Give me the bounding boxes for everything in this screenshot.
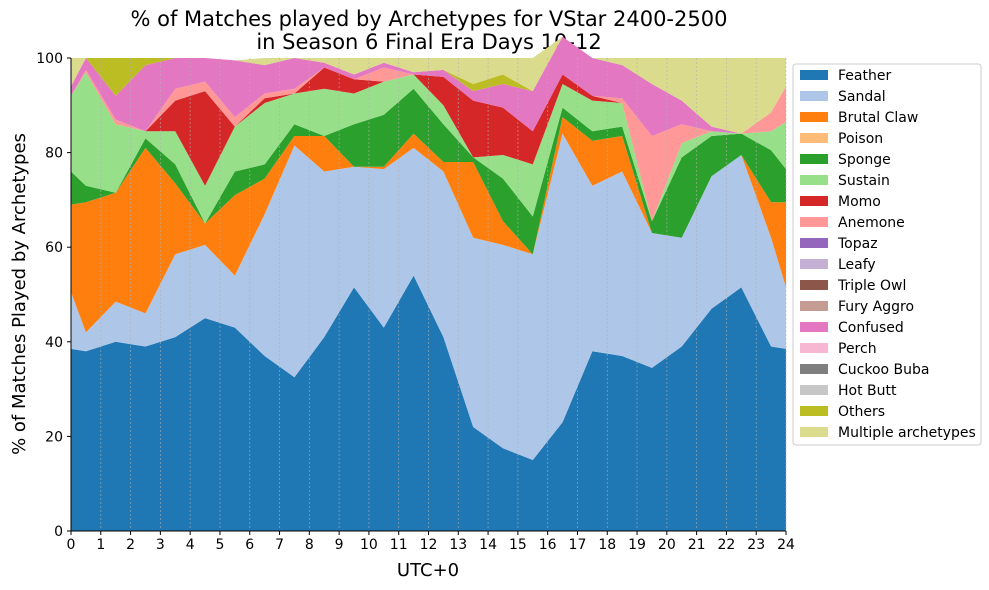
x-tick-label: 11: [390, 537, 408, 553]
legend-swatch: [800, 280, 828, 290]
x-tick-label: 5: [215, 537, 224, 553]
legend-label: Momo: [838, 194, 881, 210]
y-tick-label: 20: [45, 429, 63, 445]
x-tick-label: 22: [718, 537, 736, 553]
x-tick-label: 19: [628, 537, 646, 553]
legend-swatch: [800, 427, 828, 437]
legend-label: Others: [838, 404, 885, 420]
chart-title-line-1: % of Matches played by Archetypes for VS…: [131, 7, 728, 31]
legend-swatch: [800, 406, 828, 416]
x-tick-label: 14: [479, 537, 497, 553]
legend-label: Anemone: [838, 215, 905, 231]
legend-label: Leafy: [838, 257, 876, 273]
x-tick-label: 2: [126, 537, 135, 553]
x-tick-label: 7: [275, 537, 284, 553]
legend-swatch: [800, 343, 828, 353]
legend-label: Sponge: [838, 152, 891, 168]
y-tick-label: 0: [54, 524, 63, 540]
y-tick-label: 60: [45, 240, 63, 256]
x-tick-label: 0: [67, 537, 76, 553]
y-axis-label: % of Matches Played by Archetypes: [9, 133, 30, 455]
legend-swatch: [800, 259, 828, 269]
legend-swatch: [800, 175, 828, 185]
x-tick-label: 8: [305, 537, 314, 553]
legend-swatch: [800, 70, 828, 80]
x-tick-label: 17: [569, 537, 587, 553]
x-tick-label: 24: [777, 537, 795, 553]
x-tick-label: 4: [186, 537, 195, 553]
y-tick-label: 100: [36, 51, 63, 67]
y-tick-label: 40: [45, 335, 63, 351]
x-tick-label: 6: [245, 537, 254, 553]
legend-label: Brutal Claw: [838, 110, 918, 126]
x-tick-label: 10: [360, 537, 378, 553]
legend-swatch: [800, 301, 828, 311]
area-anemone: [71, 67, 786, 222]
x-tick-label: 12: [420, 537, 438, 553]
x-tick-label: 16: [539, 537, 557, 553]
x-tick-label: 23: [747, 537, 765, 553]
x-tick-label: 1: [96, 537, 105, 553]
legend-swatch: [800, 322, 828, 332]
y-tick-label: 80: [45, 146, 63, 162]
legend-label: Sustain: [838, 173, 890, 189]
legend-swatch: [800, 364, 828, 374]
legend-label: Cuckoo Buba: [838, 362, 929, 378]
x-axis-ticks: 0 1 2 3 4 5 6 7 8 9 10 11 12 13 14 15 16 17 18 19 20 21 22 23 24: [67, 531, 795, 553]
x-tick-label: 21: [688, 537, 706, 553]
area-confused: [71, 36, 786, 137]
x-axis-label: UTC+0: [397, 560, 459, 581]
legend-swatch: [800, 238, 828, 248]
legend-swatch: [800, 133, 828, 143]
legend-label: Topaz: [837, 236, 878, 252]
legend-label: Perch: [838, 341, 877, 357]
legend-swatch: [800, 217, 828, 227]
legend-swatch: [800, 154, 828, 164]
legend-swatch: [800, 385, 828, 395]
x-tick-label: 13: [449, 537, 467, 553]
legend-label: Fury Aggro: [838, 299, 914, 315]
legend-label: Triple Owl: [837, 278, 906, 294]
legend-swatch: [800, 196, 828, 206]
area-momo: [71, 67, 786, 222]
x-tick-label: 20: [658, 537, 676, 553]
area-multiple-archetypes: [71, 36, 786, 134]
legend: Feather Sandal Brutal Claw Poison Sponge Sust…: [792, 63, 982, 446]
vertical-grid: [70, 58, 787, 531]
legend-label: Multiple archetypes: [838, 425, 976, 441]
x-tick-label: 15: [509, 537, 527, 553]
x-tick-label: 18: [598, 537, 616, 553]
legend-label: Feather: [838, 68, 891, 84]
x-tick-label: 3: [156, 537, 165, 553]
legend-label: Confused: [838, 320, 904, 336]
legend-label: Poison: [838, 131, 883, 147]
x-tick-label: 9: [335, 537, 344, 553]
legend-label: Sandal: [838, 89, 886, 105]
legend-frame: [792, 63, 982, 446]
legend-label: Hot Butt: [838, 383, 897, 399]
legend-swatch: [800, 112, 828, 122]
legend-swatch: [800, 91, 828, 101]
y-axis-ticks: 0 20 40 60 80 100: [36, 51, 71, 540]
